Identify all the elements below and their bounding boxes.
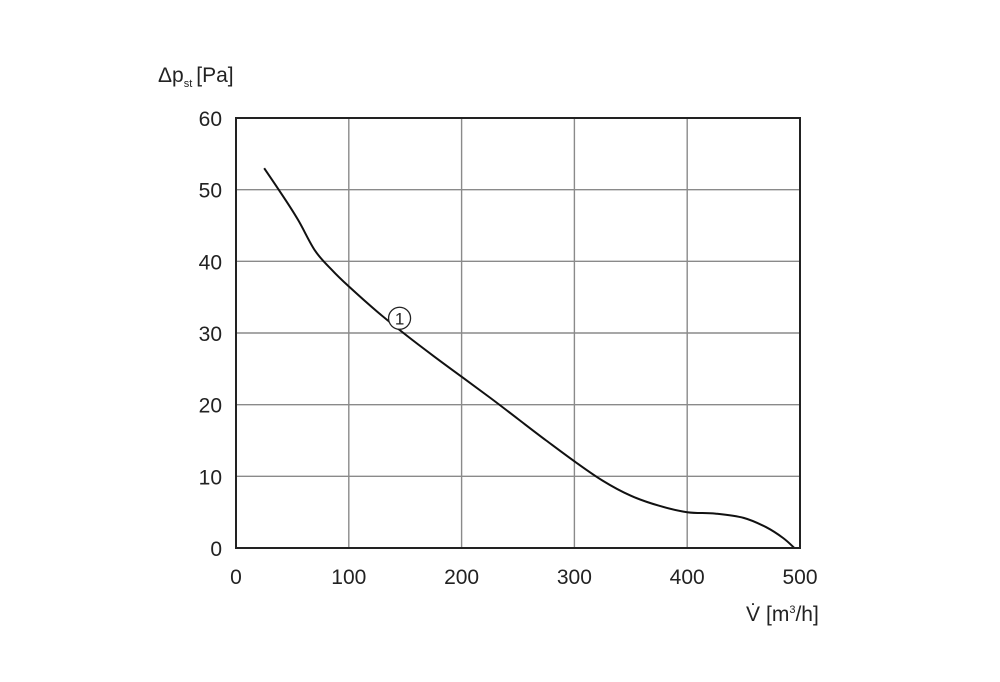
x-axis-title-main: V̇ — [746, 603, 760, 626]
curve-marker-label: 1 — [395, 309, 404, 328]
y-tick-label: 0 — [210, 538, 222, 561]
y-tick-label: 50 — [199, 180, 222, 203]
y-axis-title: Δpst [Pa] — [158, 64, 234, 90]
plot-frame — [235, 117, 801, 549]
y-axis-title-sub: st — [184, 78, 193, 90]
x-tick-label: 200 — [444, 566, 479, 589]
curve-marker-circle — [387, 306, 412, 330]
series-1-line — [263, 167, 796, 549]
x-tick-label: 500 — [782, 566, 817, 589]
y-tick-label: 10 — [199, 466, 222, 489]
y-tick-label: 30 — [199, 323, 222, 346]
y-axis-title-main: Δp — [158, 64, 184, 87]
x-tick-label: 300 — [557, 566, 592, 589]
x-axis-title-unit-a: [m — [766, 603, 789, 626]
curve-marker: 1 — [387, 306, 412, 330]
grid — [235, 117, 801, 549]
series-layer — [263, 167, 796, 549]
y-tick-label: 20 — [199, 395, 222, 418]
y-tick-labels: 0 10 20 30 40 50 60 — [199, 108, 222, 561]
x-tick-labels: 0 100 200 300 400 500 — [230, 566, 817, 589]
x-axis-title: V̇ [m3/h] — [746, 603, 819, 626]
x-tick-label: 400 — [670, 566, 705, 589]
x-tick-label: 100 — [331, 566, 366, 589]
y-tick-label: 40 — [199, 251, 222, 274]
y-axis-title-unit: [Pa] — [196, 64, 233, 87]
x-axis-title-sup: 3 — [789, 604, 795, 616]
y-tick-label: 60 — [199, 108, 222, 131]
x-tick-label: 0 — [230, 566, 242, 589]
x-axis-title-unit-b: /h] — [795, 603, 818, 626]
